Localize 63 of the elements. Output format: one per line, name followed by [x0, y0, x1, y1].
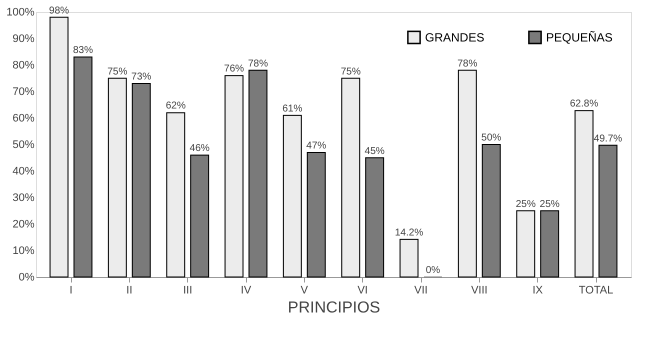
bar — [224, 75, 244, 278]
data-label: 25% — [516, 198, 536, 210]
bar — [306, 152, 326, 278]
y-tick-label: 10% — [12, 245, 35, 257]
x-tick-label: VII — [414, 284, 428, 296]
bar — [282, 114, 302, 278]
bar — [50, 16, 69, 278]
data-label: 45% — [364, 146, 385, 157]
data-label: 98% — [49, 5, 70, 16]
y-tick-label: 20% — [12, 218, 35, 230]
bar — [482, 144, 501, 278]
bar — [108, 78, 127, 278]
data-label: 78% — [457, 58, 478, 70]
data-label: 47% — [306, 140, 326, 152]
bar — [166, 112, 186, 278]
y-tick-label: 80% — [12, 60, 35, 72]
y-tick-label: 50% — [12, 139, 35, 151]
data-label: 75% — [340, 66, 361, 78]
y-tick-label: 90% — [12, 33, 35, 45]
bar — [341, 78, 360, 278]
x-tick-label: V — [300, 284, 309, 296]
x-tick-label: III — [183, 284, 192, 296]
x-tick-label: II — [126, 284, 132, 296]
x-tick-label: IX — [532, 284, 544, 296]
data-label: 61% — [282, 103, 302, 114]
y-tick-label: 70% — [12, 86, 35, 98]
data-label: 46% — [190, 143, 210, 154]
data-label: 62% — [166, 100, 186, 112]
y-tick-label: 0% — [18, 272, 35, 284]
bar — [598, 144, 618, 278]
data-label: 25% — [540, 198, 560, 210]
x-tick-label: TOTAL — [578, 284, 614, 296]
data-label: 78% — [248, 58, 268, 70]
bar — [365, 157, 384, 278]
legend-label: PEQUEÑAS — [546, 30, 613, 44]
bar — [73, 56, 92, 278]
bar — [540, 210, 560, 278]
x-tick-label: VI — [357, 284, 368, 296]
data-label: 73% — [131, 72, 152, 83]
data-label: 76% — [224, 64, 244, 75]
x-tick-label: VIII — [471, 284, 488, 296]
data-label: 14.2% — [394, 227, 424, 238]
bar — [516, 210, 536, 278]
y-tick-label: 40% — [12, 166, 35, 178]
y-tick-label: 60% — [12, 112, 35, 124]
bar — [132, 83, 151, 278]
bar — [400, 238, 419, 278]
data-label: 49.7% — [594, 133, 622, 144]
data-label: 0% — [426, 265, 440, 276]
y-tick-label: 100% — [6, 6, 35, 18]
x-tick-label: I — [69, 284, 73, 296]
data-label: 62.8% — [570, 98, 598, 110]
bar — [190, 154, 210, 278]
bar — [458, 70, 477, 278]
bar — [248, 70, 268, 278]
data-label: 50% — [481, 132, 502, 144]
x-axis-title: PRINCIPIOS — [288, 300, 380, 316]
data-label: 75% — [107, 66, 128, 78]
data-label: 83% — [72, 45, 94, 56]
bar — [574, 110, 594, 278]
x-tick-label: IV — [240, 284, 252, 296]
y-tick-label: 30% — [12, 192, 35, 204]
legend-label: GRANDES — [425, 30, 484, 44]
